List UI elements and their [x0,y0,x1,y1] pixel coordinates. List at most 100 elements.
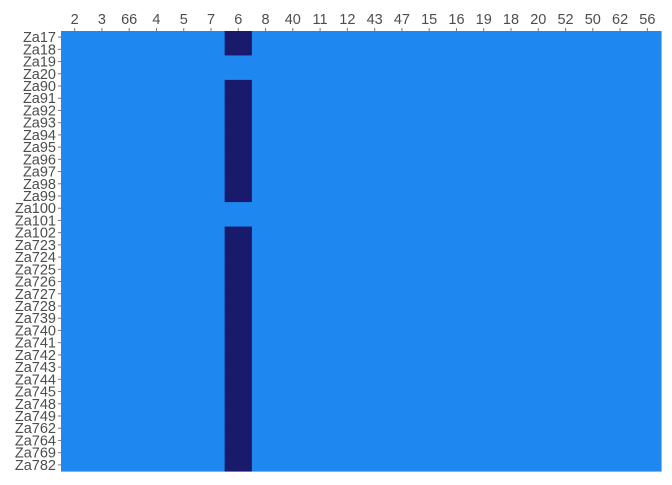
heatmap-cell [306,287,335,301]
heatmap-cell [251,287,280,301]
heatmap-cell [551,43,580,57]
heatmap-cell [388,238,417,252]
heatmap-cell [306,422,335,435]
heatmap-cell [224,79,253,93]
heatmap-cell [551,251,580,264]
heatmap-cell [497,446,526,460]
row-tick-label: Za92 [23,103,56,119]
heatmap-cell [415,67,444,81]
heatmap-cell [197,287,226,301]
heatmap-cell [333,458,362,472]
heatmap-cell [361,177,389,191]
heatmap-cell [442,92,471,105]
heatmap-cell [470,189,498,203]
heatmap-cell [633,434,662,448]
heatmap-cell [251,189,280,203]
heatmap-cell [415,116,444,130]
heatmap-cell [579,287,608,301]
heatmap-cell [442,275,471,289]
heatmap-cell [333,79,362,93]
heatmap-cell [415,336,444,350]
heatmap-cell [306,31,335,44]
heatmap-cell [333,385,362,399]
heatmap-cell [306,275,335,289]
heatmap-cell [579,238,608,252]
heatmap-cell [333,263,362,277]
heatmap-cell [633,202,662,215]
heatmap-cell [251,165,280,179]
heatmap-cell [442,299,471,313]
heatmap-cell [606,299,635,313]
heatmap-cell [224,446,253,460]
heatmap-cell [224,397,253,411]
heatmap-cell [170,361,198,374]
row-tick-label: Za723 [15,238,56,254]
heatmap-cell [361,446,389,460]
heatmap-cell [551,79,580,93]
heatmap-cell [142,434,171,448]
heatmap-cell [197,299,226,313]
heatmap-cell [361,202,389,215]
heatmap-cell [388,263,417,277]
heatmap-cell [470,79,498,93]
heatmap-cell [115,361,144,374]
heatmap-cell [470,385,498,399]
heatmap-cell [524,202,553,215]
heatmap-cell [61,299,89,313]
heatmap-cell [633,189,662,203]
heatmap-cell [115,177,144,191]
heatmap-cell [61,116,89,130]
heatmap-cell [415,31,444,44]
heatmap-cell [224,434,253,448]
heatmap-cell [61,287,89,301]
heatmap-cell [633,104,662,118]
heatmap-cell [142,409,171,423]
heatmap-cell [115,348,144,362]
heatmap-cell [251,324,280,338]
heatmap-cell [551,214,580,228]
heatmap-cell [333,55,362,69]
heatmap-cell [251,238,280,252]
heatmap-cell [579,141,608,154]
heatmap-cell [61,214,89,228]
heatmap-cell [197,458,226,472]
heatmap-cell [251,141,280,154]
heatmap-cell [279,446,308,460]
heatmap-cell [279,128,308,142]
heatmap-cell [306,446,335,460]
heatmap-cell [442,165,471,179]
heatmap-cell [333,251,362,264]
column-tick-label: 62 [612,12,628,28]
heatmap-cell [115,409,144,423]
heatmap-cell [606,177,635,191]
heatmap-cell [333,422,362,435]
heatmap-cell [442,177,471,191]
heatmap-cell [388,348,417,362]
heatmap-cell [415,397,444,411]
heatmap-cell [579,128,608,142]
heatmap-cell [142,238,171,252]
heatmap-cell [61,422,89,435]
column-tick-label: 47 [394,12,410,28]
heatmap-cell [579,458,608,472]
heatmap-cell [115,422,144,435]
heatmap-cell [279,202,308,215]
heatmap-cell [633,153,662,167]
heatmap-cell [633,275,662,289]
heatmap-cell [279,79,308,93]
heatmap-cell [606,348,635,362]
heatmap-cell [361,128,389,142]
heatmap-cell [606,287,635,301]
heatmap-cell [633,251,662,264]
heatmap-cell [470,238,498,252]
heatmap-cell [88,422,117,435]
heatmap-cell [170,141,198,154]
heatmap-cell [197,263,226,277]
heatmap-cell [415,141,444,154]
heatmap-cell [497,263,526,277]
heatmap-cell [142,55,171,69]
heatmap-cell [551,55,580,69]
heatmap-cell [170,299,198,313]
heatmap-cell [197,31,226,44]
heatmap-cell [61,312,89,325]
